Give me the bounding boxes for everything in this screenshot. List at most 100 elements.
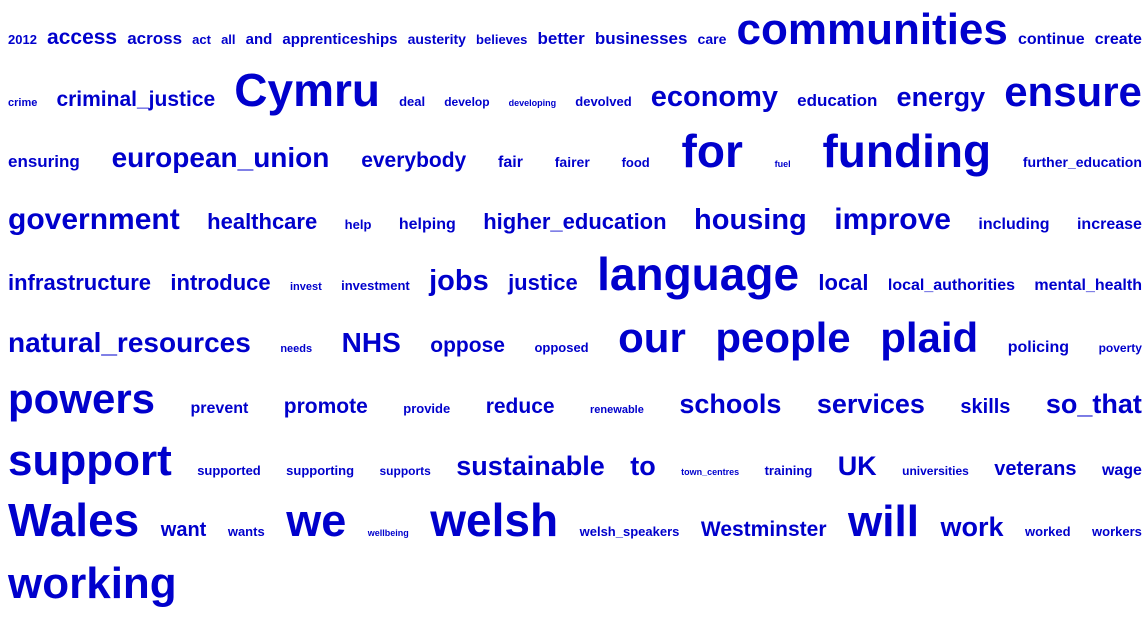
cloud-word[interactable]: education [797, 92, 877, 109]
cloud-word[interactable]: local [818, 272, 868, 294]
cloud-word[interactable]: fairer [555, 155, 590, 169]
cloud-word[interactable]: promote [284, 396, 368, 417]
cloud-word[interactable]: across [127, 30, 182, 47]
cloud-word[interactable]: local_authorities [888, 278, 1015, 294]
cloud-word[interactable]: training [765, 464, 813, 477]
cloud-word[interactable]: healthcare [207, 211, 317, 233]
cloud-word[interactable]: apprenticeships [282, 32, 397, 47]
cloud-word[interactable]: funding [822, 128, 991, 174]
cloud-word[interactable]: and [246, 32, 273, 47]
cloud-word[interactable]: welsh_speakers [580, 525, 680, 538]
cloud-word[interactable]: investment [341, 279, 410, 292]
cloud-word[interactable]: invest [290, 282, 322, 293]
cloud-word[interactable]: town_centres [681, 468, 739, 477]
cloud-word[interactable]: mental_health [1034, 278, 1142, 294]
cloud-word[interactable]: help [345, 218, 372, 231]
cloud-word[interactable]: crime [8, 98, 37, 109]
cloud-word[interactable]: criminal_justice [56, 89, 215, 110]
cloud-word[interactable]: act [192, 33, 211, 46]
cloud-word[interactable]: including [978, 217, 1049, 233]
cloud-word[interactable]: government [8, 205, 180, 235]
cloud-word[interactable]: supported [197, 464, 261, 477]
cloud-word[interactable]: jobs [429, 267, 489, 296]
cloud-word[interactable]: language [597, 251, 799, 297]
cloud-word[interactable]: plaid [880, 317, 978, 359]
cloud-word[interactable]: Wales [8, 497, 139, 543]
cloud-word[interactable]: economy [651, 83, 778, 112]
cloud-word[interactable]: support [8, 439, 172, 483]
cloud-word[interactable]: 2012 [8, 33, 37, 46]
cloud-word[interactable]: to [630, 453, 655, 480]
cloud-word[interactable]: higher_education [483, 211, 666, 233]
cloud-word[interactable]: continue [1018, 32, 1085, 48]
cloud-word[interactable]: schools [679, 391, 781, 418]
cloud-word[interactable]: Westminster [701, 519, 827, 540]
cloud-word[interactable]: fuel [775, 160, 791, 169]
cloud-word[interactable]: improve [834, 205, 951, 235]
cloud-word[interactable]: introduce [170, 272, 270, 294]
cloud-word[interactable]: oppose [430, 335, 505, 356]
cloud-word[interactable]: worked [1025, 525, 1071, 538]
cloud-word[interactable]: european_union [112, 144, 330, 172]
cloud-word[interactable]: Cymru [234, 67, 380, 113]
cloud-word[interactable]: sustainable [456, 453, 605, 480]
cloud-word[interactable]: deal [399, 95, 425, 108]
cloud-word[interactable]: veterans [994, 459, 1076, 479]
cloud-word[interactable]: further_education [1023, 155, 1142, 169]
cloud-word[interactable]: will [848, 500, 919, 544]
cloud-word[interactable]: supporting [286, 464, 354, 477]
cloud-word[interactable]: powers [8, 378, 155, 420]
cloud-word[interactable]: ensure [1004, 71, 1142, 113]
cloud-word[interactable]: justice [508, 272, 578, 294]
cloud-word[interactable]: prevent [191, 401, 249, 417]
cloud-word[interactable]: skills [960, 397, 1010, 417]
cloud-word[interactable]: provide [403, 402, 450, 415]
cloud-word[interactable]: austerity [408, 32, 466, 46]
cloud-word[interactable]: welsh [430, 497, 558, 543]
cloud-word[interactable]: policing [1008, 340, 1069, 356]
cloud-word[interactable]: poverty [1099, 342, 1142, 354]
cloud-word[interactable]: want [161, 520, 207, 540]
cloud-word[interactable]: wellbeing [368, 529, 409, 538]
cloud-word[interactable]: needs [280, 344, 312, 355]
cloud-word[interactable]: supports [379, 465, 430, 477]
cloud-word[interactable]: services [817, 391, 925, 418]
cloud-word[interactable]: devolved [575, 95, 631, 108]
cloud-word[interactable]: food [622, 156, 650, 169]
cloud-word[interactable]: fair [498, 155, 523, 171]
cloud-word[interactable]: infrastructure [8, 272, 151, 294]
cloud-word[interactable]: increase [1077, 217, 1142, 233]
cloud-word[interactable]: housing [694, 206, 807, 235]
cloud-word[interactable]: helping [399, 217, 456, 233]
cloud-word[interactable]: for [682, 128, 743, 174]
cloud-word[interactable]: wants [228, 525, 265, 538]
cloud-word[interactable]: access [47, 27, 117, 48]
cloud-word[interactable]: everybody [361, 150, 466, 171]
cloud-word[interactable]: opposed [534, 341, 588, 354]
cloud-word[interactable]: work [940, 514, 1003, 541]
cloud-word[interactable]: workers [1092, 525, 1142, 538]
cloud-word[interactable]: NHS [342, 329, 401, 357]
cloud-word[interactable]: so_that [1046, 391, 1142, 418]
cloud-word[interactable]: believes [476, 33, 527, 46]
cloud-word[interactable]: universities [902, 465, 969, 477]
cloud-word[interactable]: UK [838, 453, 877, 480]
cloud-word[interactable]: better [537, 30, 584, 47]
cloud-word[interactable]: ensuring [8, 153, 80, 170]
cloud-word[interactable]: energy [897, 84, 986, 111]
cloud-word[interactable]: care [698, 32, 727, 46]
cloud-word[interactable]: reduce [486, 396, 555, 417]
cloud-word[interactable]: people [715, 317, 850, 359]
cloud-word[interactable]: our [618, 317, 686, 359]
cloud-word[interactable]: renewable [590, 405, 644, 416]
cloud-word[interactable]: natural_resources [8, 329, 251, 357]
cloud-word[interactable]: developing [509, 99, 557, 108]
cloud-word[interactable]: businesses [595, 30, 688, 47]
cloud-word[interactable]: we [286, 498, 346, 543]
cloud-word[interactable]: develop [444, 96, 489, 108]
cloud-word[interactable]: working [8, 562, 177, 606]
cloud-word[interactable]: create [1095, 32, 1142, 48]
cloud-word[interactable]: wage [1102, 463, 1142, 479]
cloud-word[interactable]: communities [736, 8, 1007, 52]
cloud-word[interactable]: all [221, 33, 235, 46]
